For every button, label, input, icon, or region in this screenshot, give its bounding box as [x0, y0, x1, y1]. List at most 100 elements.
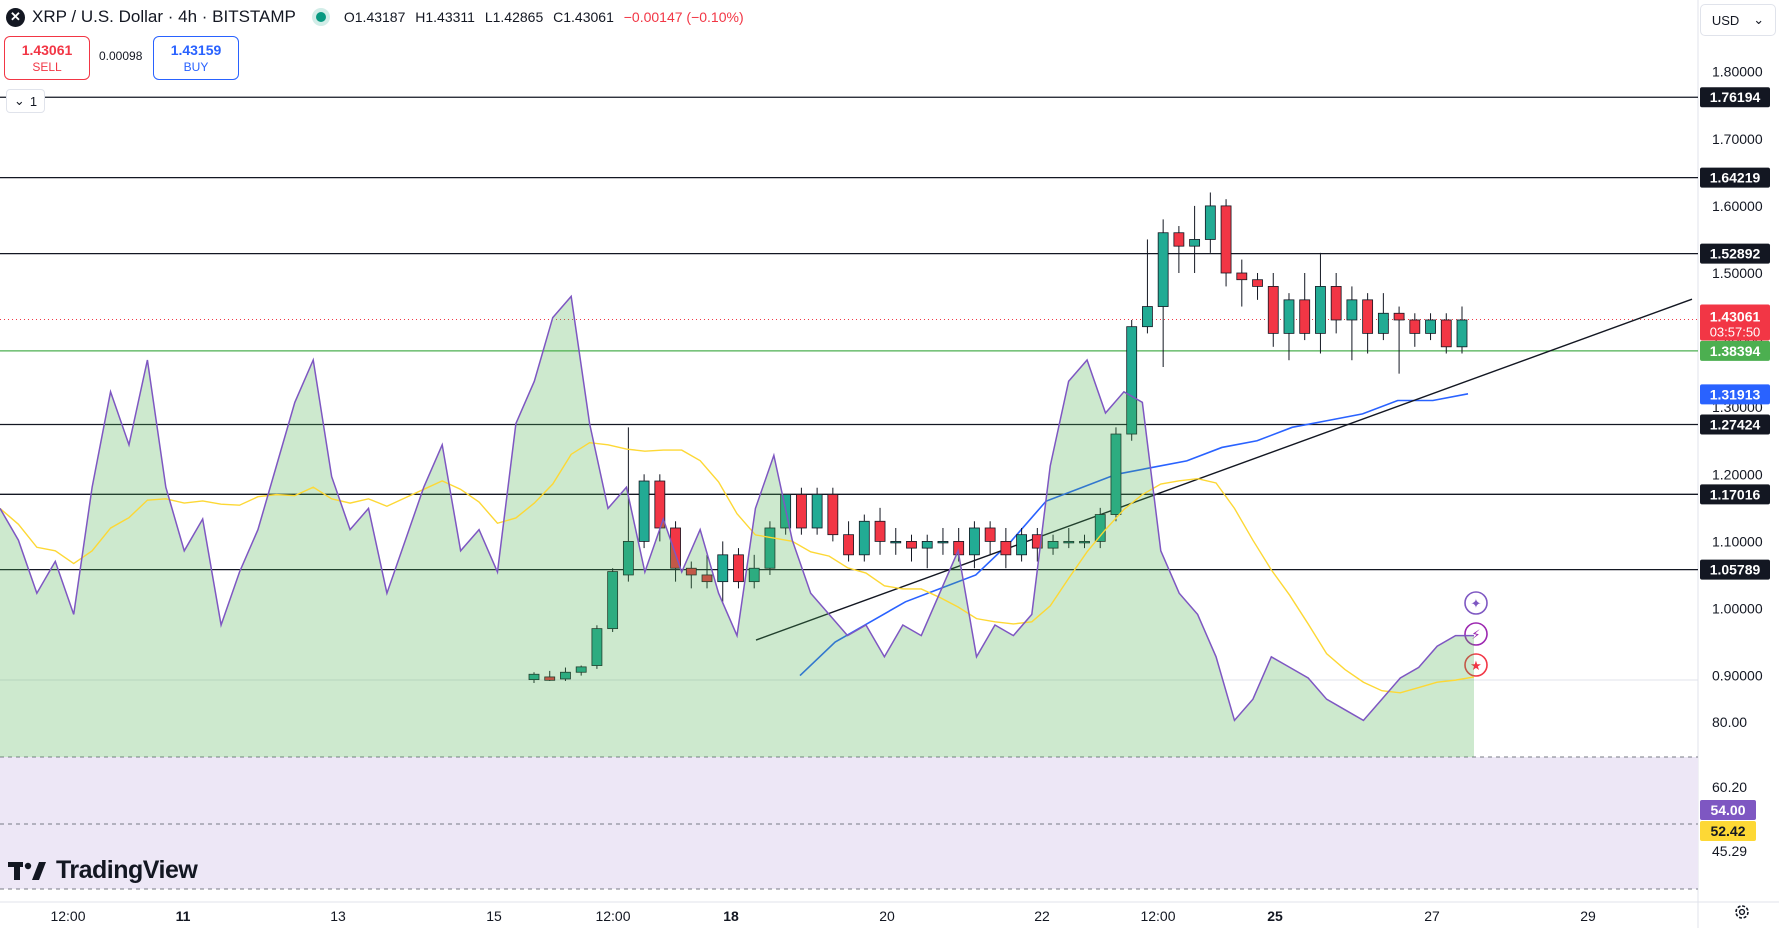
- candle-body: [1031, 534, 1043, 549]
- candle-body: [795, 494, 807, 529]
- candle-body: [1440, 319, 1452, 348]
- symbol-title[interactable]: XRP / U.S. Dollar · 4h · BITSTAMP: [32, 7, 296, 26]
- candle-body: [1079, 541, 1090, 544]
- support-label-bg: [1700, 340, 1770, 361]
- low-value: L1.42865: [484, 9, 544, 25]
- candle-body: [1204, 205, 1216, 240]
- candle-body: [1409, 319, 1421, 334]
- candle-body: [685, 567, 697, 576]
- buy-price: 1.43159: [170, 42, 222, 58]
- rsi-overbought-fill: [0, 296, 1474, 757]
- currency-select[interactable]: USD ⌄: [1700, 4, 1776, 36]
- level-label: 1.27424: [1710, 416, 1761, 432]
- sparkle-icon: [1464, 591, 1488, 615]
- candle-body: [827, 494, 839, 536]
- sparkle-icon-glyph: ✦: [1471, 597, 1482, 612]
- open-value: O1.43187: [343, 9, 406, 25]
- candle-body: [638, 480, 650, 542]
- tradingview-mark-icon: [8, 861, 46, 880]
- candle-body: [1283, 299, 1295, 334]
- candle-body: [748, 567, 760, 583]
- rsi-ma-value-label: 52.42: [1710, 823, 1745, 839]
- x-tick-label: 25: [1267, 908, 1283, 924]
- rsi-ma-value-bg: [1700, 821, 1756, 841]
- change-value: −0.00147 (−0.10%): [623, 9, 744, 25]
- last-price-label-bg: [1700, 304, 1770, 341]
- brand-name: TradingView: [56, 856, 198, 884]
- x-tick-label: 12:00: [1140, 908, 1175, 924]
- x-tick-label: 22: [1034, 908, 1050, 924]
- candle-body: [1456, 319, 1468, 348]
- rsi-ma-line: [0, 441, 1475, 694]
- countdown-label: 03:57:50: [1710, 325, 1761, 340]
- x-tick-label: 12:00: [595, 908, 630, 924]
- ma-label-bg: [1700, 384, 1770, 405]
- candle-body: [1236, 272, 1248, 281]
- us-flag-icon-glyph: ★: [1470, 659, 1482, 674]
- candle-body: [1330, 286, 1342, 321]
- market-status-icon: [315, 12, 326, 22]
- close-value: C1.43061: [553, 9, 614, 25]
- level-label: 1.52892: [1710, 246, 1761, 262]
- trendline: [755, 298, 1693, 641]
- candle-body: [1126, 326, 1138, 435]
- candle-body: [1220, 205, 1232, 274]
- rsi-tick-label: 60.20: [1712, 779, 1747, 795]
- x-tick-label: 15: [486, 908, 502, 924]
- lightning-icon: [1464, 622, 1488, 646]
- candle-body: [921, 541, 933, 549]
- level-label: 1.64219: [1710, 170, 1761, 186]
- candle-body: [890, 541, 902, 544]
- candle-body: [1189, 239, 1201, 247]
- settings-gear-icon: [1735, 905, 1749, 919]
- x-tick-label: 13: [330, 908, 346, 924]
- candle-body: [1063, 541, 1075, 544]
- ma-label: 1.31913: [1710, 386, 1761, 402]
- y-tick-label: 1.60000: [1712, 198, 1763, 214]
- candle-body: [1142, 306, 1153, 328]
- y-tick-label: 1.20000: [1712, 466, 1763, 482]
- candle-body: [1315, 286, 1326, 334]
- buy-label: BUY: [183, 60, 209, 74]
- level-label-bg: [1700, 414, 1770, 435]
- sell-button[interactable]: 1.43061 SELL: [4, 36, 90, 80]
- support-label: 1.38394: [1710, 343, 1761, 359]
- symbol-header: ✕ XRP / U.S. Dollar · 4h · BITSTAMP O1.4…: [6, 6, 750, 28]
- buy-button[interactable]: 1.43159 BUY: [153, 36, 239, 80]
- level-label: 1.76194: [1710, 89, 1761, 105]
- chevron-down-icon: ⌄: [1753, 12, 1765, 27]
- candle-body: [764, 527, 776, 569]
- rsi-value-bg: [1700, 800, 1756, 820]
- x-tick-label: 29: [1580, 908, 1596, 924]
- spread-value: 0.00098: [99, 49, 143, 63]
- candle-body: [1362, 299, 1374, 334]
- rsi-tick-label: 45.29: [1712, 843, 1747, 859]
- high-value: H1.43311: [415, 9, 475, 25]
- gear-icon[interactable]: [1732, 902, 1752, 922]
- level-label-bg: [1700, 484, 1770, 505]
- lightning-icon-glyph: ⚡: [1471, 628, 1480, 643]
- sell-label: SELL: [32, 60, 62, 74]
- candle-body: [1110, 433, 1122, 515]
- candle-body: [858, 520, 870, 556]
- tradingview-logo: TradingView: [8, 856, 198, 885]
- level-label-bg: [1700, 559, 1770, 580]
- y-tick-label: 1.70000: [1712, 131, 1763, 147]
- candle-body: [1425, 319, 1436, 334]
- indicators-collapse-button[interactable]: ⌄ 1: [6, 89, 45, 113]
- candle-body: [1094, 514, 1106, 542]
- candle-body: [591, 628, 603, 666]
- x-tick-label: 12:00: [50, 908, 85, 924]
- candle-body: [1393, 312, 1405, 321]
- candle-body: [1377, 312, 1389, 334]
- y-tick-label: 1.80000: [1712, 64, 1763, 80]
- candle-body: [969, 527, 980, 556]
- level-label: 1.17016: [1710, 486, 1761, 502]
- candle-body: [984, 527, 996, 542]
- candle-body: [1047, 541, 1059, 549]
- rsi-tick-label: 80.00: [1712, 714, 1747, 730]
- candle-body: [1346, 299, 1358, 321]
- x-tick-label: 27: [1424, 908, 1440, 924]
- rsi-line: [0, 294, 1474, 722]
